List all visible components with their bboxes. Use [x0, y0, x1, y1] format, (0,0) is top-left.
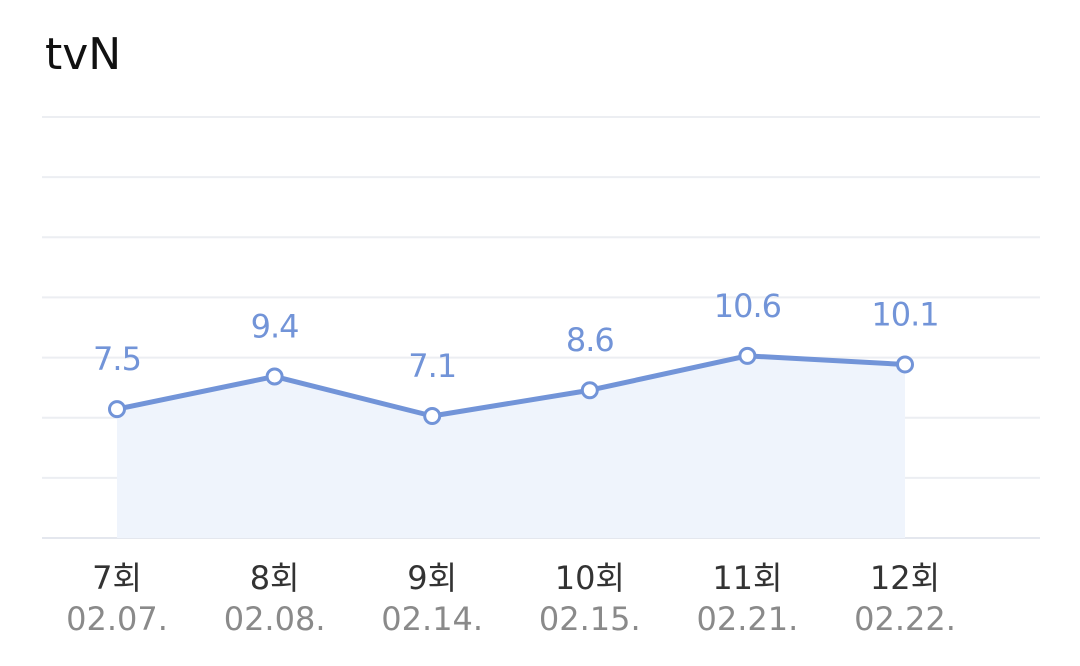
value-label: 9.4	[251, 307, 299, 345]
date-label: 02.08.	[224, 600, 326, 638]
value-label: 10.6	[714, 287, 781, 325]
point	[580, 381, 599, 400]
point	[423, 406, 442, 425]
plot-area	[108, 346, 914, 538]
point	[896, 355, 914, 374]
value-label: 8.6	[566, 321, 614, 359]
x-tick-label: 10회	[555, 559, 625, 597]
date-label: 02.15.	[539, 600, 641, 638]
date-label: 02.21.	[697, 600, 799, 638]
date-label: 02.22.	[854, 600, 956, 638]
date-label: 02.14.	[381, 600, 483, 638]
point	[738, 346, 757, 365]
point	[108, 400, 126, 419]
x-tick-label: 8회	[250, 559, 300, 597]
x-tick-label: 9회	[407, 559, 457, 597]
date-label: 02.07.	[66, 600, 168, 638]
area	[117, 355, 905, 538]
value-label: 10.1	[871, 295, 938, 333]
point	[265, 367, 284, 386]
line	[116, 353, 906, 419]
x-tick-label: 12회	[870, 559, 940, 597]
x-tick-label: 11회	[712, 559, 782, 597]
x-tick-label: 7회	[92, 559, 142, 597]
value-label: 7.5	[93, 340, 141, 378]
value-label: 7.1	[408, 347, 456, 385]
chart-title: tvN	[45, 29, 121, 80]
